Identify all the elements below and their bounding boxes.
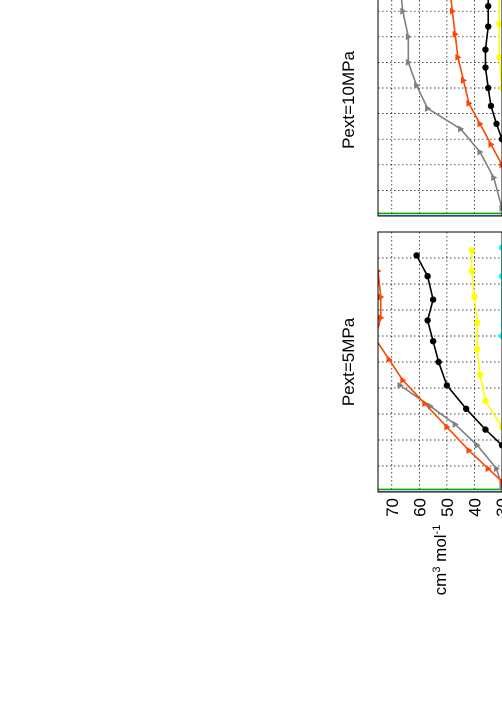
data-point bbox=[485, 465, 492, 473]
data-point bbox=[468, 267, 475, 275]
series-group bbox=[378, 0, 502, 216]
y-tick-label: 40 bbox=[465, 498, 484, 517]
series-line bbox=[450, 0, 502, 166]
data-point bbox=[378, 293, 385, 301]
data-point bbox=[400, 376, 407, 384]
data-point bbox=[444, 423, 451, 431]
data-point bbox=[491, 174, 498, 182]
data-point bbox=[466, 99, 473, 107]
data-point bbox=[424, 317, 431, 324]
data-point bbox=[458, 125, 465, 133]
data-point bbox=[429, 338, 437, 345]
data-point bbox=[405, 58, 412, 66]
data-point bbox=[400, 7, 407, 15]
data-point bbox=[425, 104, 432, 112]
data-point bbox=[397, 381, 404, 389]
y-tick-label: 50 bbox=[438, 498, 457, 517]
data-point bbox=[477, 148, 484, 156]
data-point bbox=[496, 20, 502, 28]
y-tick-label: 70 bbox=[383, 498, 402, 517]
data-point bbox=[498, 136, 502, 143]
data-point bbox=[482, 46, 489, 53]
data-point bbox=[466, 446, 473, 454]
data-point bbox=[482, 64, 489, 71]
series-line bbox=[415, 255, 502, 446]
ylabel-mid: mol bbox=[431, 534, 450, 566]
series-line bbox=[400, 0, 502, 209]
data-point bbox=[449, 7, 456, 15]
panel-title: Pext=5MPa bbox=[339, 317, 358, 406]
data-point bbox=[443, 382, 451, 389]
data-point bbox=[498, 332, 502, 340]
data-point bbox=[485, 2, 492, 10]
plot-area bbox=[378, 0, 502, 216]
data-point bbox=[499, 483, 502, 491]
data-point bbox=[474, 345, 481, 353]
data-point bbox=[429, 296, 437, 303]
data-point bbox=[498, 423, 502, 431]
data-point bbox=[413, 252, 420, 259]
series-line bbox=[484, 0, 502, 140]
data-point bbox=[499, 161, 502, 169]
data-point bbox=[485, 84, 492, 92]
data-point bbox=[435, 358, 442, 366]
data-point bbox=[499, 204, 502, 212]
data-point bbox=[378, 268, 382, 274]
plot-frame bbox=[377, 0, 502, 217]
plot-frame bbox=[377, 231, 502, 493]
ylabel-base: cm bbox=[431, 573, 450, 596]
data-point bbox=[386, 355, 393, 363]
ylabel-sup-3: 3 bbox=[431, 567, 443, 573]
data-point bbox=[405, 33, 412, 41]
data-point bbox=[499, 478, 502, 486]
data-point bbox=[468, 247, 475, 254]
data-point bbox=[487, 102, 495, 110]
data-point bbox=[498, 244, 502, 251]
panel-title: Pext=10MPa bbox=[339, 51, 358, 149]
data-point bbox=[474, 319, 481, 327]
series-line bbox=[378, 264, 502, 483]
data-point bbox=[422, 400, 429, 408]
data-point bbox=[462, 405, 470, 412]
data-point bbox=[493, 120, 500, 128]
data-point bbox=[455, 53, 462, 61]
series-group bbox=[378, 244, 502, 492]
data-point bbox=[414, 81, 421, 89]
data-point bbox=[471, 293, 478, 301]
data-point bbox=[474, 441, 481, 449]
series-line bbox=[470, 250, 502, 428]
plot-pext-5mpa: Pext=5MPa 70 60 50 40 30 bbox=[339, 231, 502, 517]
data-point bbox=[485, 23, 492, 30]
y-tick-labels: 70 60 50 40 30 bbox=[383, 498, 502, 517]
data-point bbox=[476, 371, 484, 379]
data-point bbox=[496, 54, 502, 61]
y-tick-label: 30 bbox=[493, 498, 502, 517]
data-point bbox=[493, 465, 500, 473]
ylabel-sup-minus1: -1 bbox=[431, 525, 443, 535]
data-point bbox=[460, 76, 467, 84]
data-point bbox=[498, 273, 502, 280]
y-axis-label: cm3 mol-1 bbox=[431, 525, 450, 596]
data-point bbox=[498, 442, 502, 449]
data-point bbox=[498, 84, 502, 92]
data-point bbox=[452, 30, 459, 38]
data-point bbox=[378, 314, 385, 322]
data-point bbox=[424, 273, 431, 280]
grid-lines bbox=[378, 0, 502, 216]
y-tick-label: 60 bbox=[410, 498, 429, 517]
plot-pext-10mpa: Pext=10MPa bbox=[339, 0, 502, 217]
data-point bbox=[482, 426, 489, 433]
data-point bbox=[452, 420, 459, 428]
data-point bbox=[482, 397, 489, 405]
data-point bbox=[488, 140, 495, 148]
data-point bbox=[477, 120, 484, 128]
plot-area bbox=[378, 244, 502, 492]
